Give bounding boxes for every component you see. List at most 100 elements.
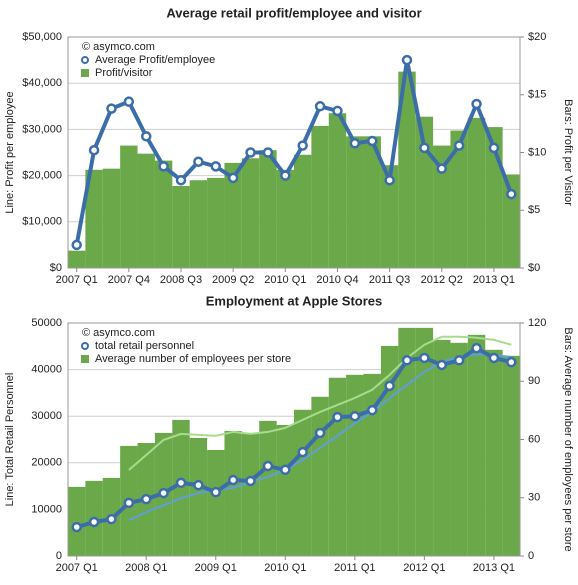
x-tick-label: 2012 Q1 <box>403 562 445 574</box>
bar <box>102 168 121 268</box>
point <box>280 170 291 181</box>
point <box>488 142 500 154</box>
y2-tick-label: $10 <box>528 146 546 158</box>
point <box>401 54 413 66</box>
bar <box>311 396 329 556</box>
x-tick-label: 2013 Q1 <box>473 274 515 286</box>
y2-tick-label: 120 <box>528 317 546 329</box>
y2-axis-title: Bars: Profit per Visitor <box>562 99 574 206</box>
point <box>314 427 326 439</box>
point <box>88 516 100 528</box>
bar <box>154 160 173 268</box>
bar <box>467 334 486 556</box>
bar <box>224 430 242 556</box>
bar <box>485 349 503 556</box>
chart-title: Average retail profit/employee and visit… <box>166 5 421 20</box>
bar <box>189 437 208 556</box>
annotation: © asymco.com <box>82 327 155 339</box>
bar <box>502 174 520 268</box>
point <box>419 352 430 364</box>
bar <box>241 158 260 268</box>
series-layer <box>68 327 520 556</box>
point <box>453 140 465 151</box>
y2-tick-label: 90 <box>528 375 540 387</box>
chart-title: Employment at Apple Stores <box>206 293 383 308</box>
y-tick-label: $40,000 <box>22 77 62 89</box>
point <box>419 142 430 154</box>
line <box>128 353 512 522</box>
bar <box>137 153 155 268</box>
point <box>123 96 135 107</box>
y2-tick-label: 60 <box>528 433 540 445</box>
point <box>140 493 152 505</box>
point <box>71 239 82 251</box>
point <box>227 474 239 486</box>
point <box>262 147 274 158</box>
bar <box>415 327 434 556</box>
x-tick-label: 2009 Q1 <box>195 562 237 574</box>
point <box>245 147 256 158</box>
x-tick-label: 2011 Q1 <box>334 562 375 574</box>
point <box>227 172 239 184</box>
point <box>401 355 413 366</box>
point <box>297 140 308 151</box>
point <box>245 475 256 487</box>
point <box>453 355 465 366</box>
bar <box>68 486 86 556</box>
y2-tick-label: $0 <box>528 262 540 274</box>
legend-label: Profit/visitor <box>95 67 153 79</box>
point <box>210 161 222 172</box>
x-tick-label: 2010 Q1 <box>264 274 306 286</box>
legend-label: total retail personnel <box>95 340 194 352</box>
y2-tick-label: $5 <box>528 204 540 216</box>
bar <box>450 342 468 556</box>
x-tick-label: 2007 Q4 <box>108 274 150 286</box>
bar <box>380 165 399 268</box>
bar <box>433 145 451 268</box>
point <box>471 342 482 354</box>
point <box>297 446 308 458</box>
y2-tick-label: 30 <box>528 492 540 504</box>
y-tick-label: $30,000 <box>22 123 62 135</box>
bar <box>294 154 312 268</box>
point <box>314 101 326 112</box>
y-tick-label: 30000 <box>31 410 62 422</box>
chart-panel: Employment at Apple Stores01000020000300… <box>4 293 574 573</box>
bar <box>189 180 208 268</box>
y-tick-label: 0 <box>56 550 62 562</box>
y2-tick-label: $15 <box>528 89 546 101</box>
bar <box>363 373 381 556</box>
bar <box>294 409 312 556</box>
series-layer <box>128 335 512 522</box>
y2-tick-label: 0 <box>528 550 534 562</box>
point <box>158 161 169 172</box>
point <box>488 352 500 364</box>
plot-frame <box>67 36 521 269</box>
bar <box>450 130 468 268</box>
bar <box>85 169 103 268</box>
x-tick-label: 2007 Q1 <box>56 274 98 286</box>
x-tick-label: 2010 Q1 <box>264 562 306 574</box>
point <box>106 103 117 114</box>
x-tick-label: 2008 Q3 <box>160 274 202 286</box>
legend-swatch <box>81 69 89 77</box>
bar <box>433 339 451 556</box>
point <box>384 174 395 186</box>
bar <box>241 433 260 556</box>
line <box>128 335 512 471</box>
point <box>175 174 187 186</box>
point <box>106 513 117 525</box>
point <box>471 98 482 110</box>
x-tick-label: 2010 Q4 <box>316 274 358 286</box>
y-tick-label: 50000 <box>31 317 62 329</box>
point <box>366 404 378 416</box>
bar <box>346 136 364 268</box>
annotation: © asymco.com <box>82 41 155 53</box>
x-tick-label: 2007 Q1 <box>56 562 98 574</box>
legend-label: Average Profit/employee <box>95 54 215 66</box>
legend-swatch <box>81 342 89 350</box>
bar <box>172 185 190 268</box>
y-axis-title: Line: Total Retail Personnel <box>4 373 16 507</box>
point <box>193 479 204 491</box>
point <box>384 380 395 392</box>
